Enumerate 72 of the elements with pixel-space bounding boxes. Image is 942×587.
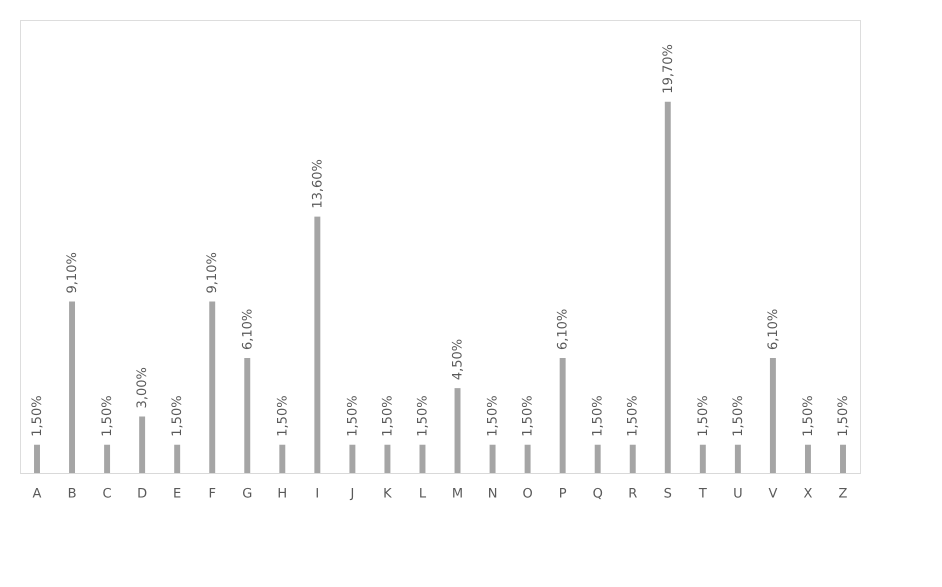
bar (209, 301, 216, 473)
bar (804, 444, 811, 473)
data-label: 4,50% (450, 338, 466, 380)
data-label: 1,50% (380, 395, 396, 437)
x-tick-label: R (628, 486, 638, 502)
x-tick-label: X (804, 486, 813, 502)
data-label: 1,50% (836, 395, 852, 437)
bar (840, 444, 846, 473)
bar (279, 444, 286, 473)
bar (560, 358, 566, 473)
x-tick-label: C (102, 486, 112, 502)
x-tick-label: P (558, 486, 567, 502)
data-label: 9,10% (205, 252, 220, 294)
bar (174, 444, 180, 473)
data-label: 1,50% (626, 395, 641, 437)
bar (314, 216, 320, 473)
x-tick-label: H (277, 486, 288, 502)
x-tick-label: E (173, 486, 182, 502)
bar (104, 444, 110, 473)
bar (34, 444, 40, 473)
x-tick-label: J (349, 486, 354, 502)
data-label: 1,50% (170, 395, 186, 437)
bar (700, 444, 706, 473)
data-label: 1,50% (800, 395, 816, 437)
data-label: 1,50% (696, 395, 711, 437)
data-label: 6,10% (240, 308, 256, 350)
data-label: 13,60% (310, 159, 326, 209)
x-tick-label: O (522, 486, 533, 502)
x-tick-label: F (208, 486, 216, 502)
bar (349, 444, 356, 473)
x-tick-label: V (768, 486, 778, 502)
data-label: 3,00% (135, 367, 150, 408)
data-label: 1,50% (730, 395, 746, 437)
bar (594, 444, 601, 473)
data-label: 1,50% (275, 395, 290, 437)
data-label: 6,10% (556, 308, 571, 350)
x-tick-label: G (242, 486, 252, 502)
x-tick-label: D (137, 486, 148, 502)
x-tick-label: A (32, 486, 42, 502)
bar (734, 444, 741, 473)
data-label: 1,50% (590, 395, 606, 437)
bar (454, 388, 460, 473)
data-label: 1,50% (415, 395, 430, 437)
x-tick-label: Z (838, 486, 848, 502)
data-label: 6,10% (766, 308, 781, 350)
x-tick-label: S (664, 486, 672, 502)
bar (69, 301, 76, 473)
x-tick-label: T (698, 486, 707, 502)
data-label: 19,70% (660, 44, 676, 94)
x-tick-label: Q (592, 486, 603, 502)
data-label: 1,50% (520, 395, 536, 437)
bar (420, 444, 426, 473)
bar (630, 444, 636, 473)
bar (524, 444, 531, 473)
x-tick-label: U (733, 486, 743, 502)
x-tick-label: L (418, 486, 427, 502)
data-label: 1,50% (345, 395, 360, 437)
data-label: 1,50% (30, 395, 45, 437)
data-label: 1,50% (486, 395, 501, 437)
data-label: 1,50% (100, 395, 116, 437)
x-tick-label: I (315, 486, 320, 502)
x-tick-label: N (488, 486, 498, 502)
data-label: 9,10% (65, 252, 80, 294)
x-tick-label: B (68, 486, 76, 502)
x-tick-label: K (383, 486, 392, 502)
bar (384, 444, 390, 473)
x-tick-label: M (452, 486, 464, 502)
bar (139, 416, 146, 473)
bar (490, 444, 496, 473)
bar (770, 358, 776, 473)
bar (664, 102, 671, 473)
bar (244, 358, 250, 473)
